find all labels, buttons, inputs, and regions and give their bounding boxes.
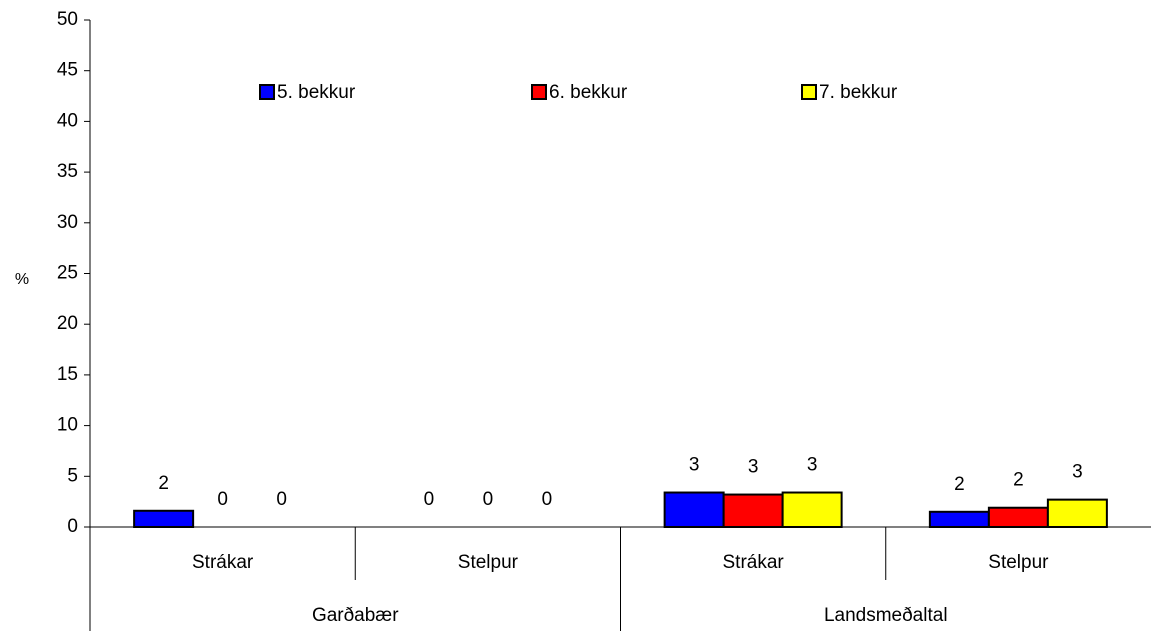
bar [133, 509, 195, 528]
value-label: 3 [807, 455, 818, 476]
bar [1046, 498, 1108, 529]
bar [663, 491, 725, 528]
y-tick-label: 40 [57, 110, 78, 131]
bar [987, 506, 1049, 529]
value-label: 0 [542, 489, 553, 510]
value-label: 0 [424, 489, 435, 510]
x-tick-label: Stelpur [458, 552, 519, 573]
y-tick-label: 50 [57, 9, 78, 30]
legend-label: 7. bekkur [819, 82, 898, 103]
y-tick-label: 20 [57, 313, 78, 334]
y-tick-label: 30 [57, 212, 78, 233]
value-label: 2 [954, 474, 965, 495]
y-tick-label: 0 [67, 516, 78, 537]
value-label: 3 [748, 457, 759, 478]
y-tick-label: 10 [57, 415, 78, 436]
value-label: 2 [1013, 470, 1024, 491]
legend-label: 5. bekkur [277, 82, 356, 103]
bar [722, 493, 784, 528]
y-tick-label: 15 [57, 364, 78, 385]
legend-label: 6. bekkur [549, 82, 628, 103]
bar [928, 510, 990, 529]
value-label: 0 [217, 489, 228, 510]
y-tick-label: 5 [67, 465, 78, 486]
y-axis-label: % [15, 271, 29, 288]
group-label: Landsmeðaltal [824, 605, 948, 626]
x-tick-label: Strákar [192, 552, 254, 573]
legend-swatch [259, 84, 275, 100]
value-label: 3 [1072, 462, 1083, 483]
group-label: Garðabær [312, 605, 399, 626]
x-tick-label: Strákar [723, 552, 785, 573]
value-label: 0 [483, 489, 494, 510]
value-label: 2 [158, 473, 169, 494]
y-tick-label: 25 [57, 263, 78, 284]
x-tick-label: Stelpur [988, 552, 1049, 573]
value-label: 0 [276, 489, 287, 510]
legend-swatch [531, 84, 547, 100]
y-tick-label: 45 [57, 60, 78, 81]
legend-swatch [801, 84, 817, 100]
bar [781, 491, 843, 528]
value-label: 3 [689, 455, 700, 476]
y-tick-label: 35 [57, 161, 78, 182]
